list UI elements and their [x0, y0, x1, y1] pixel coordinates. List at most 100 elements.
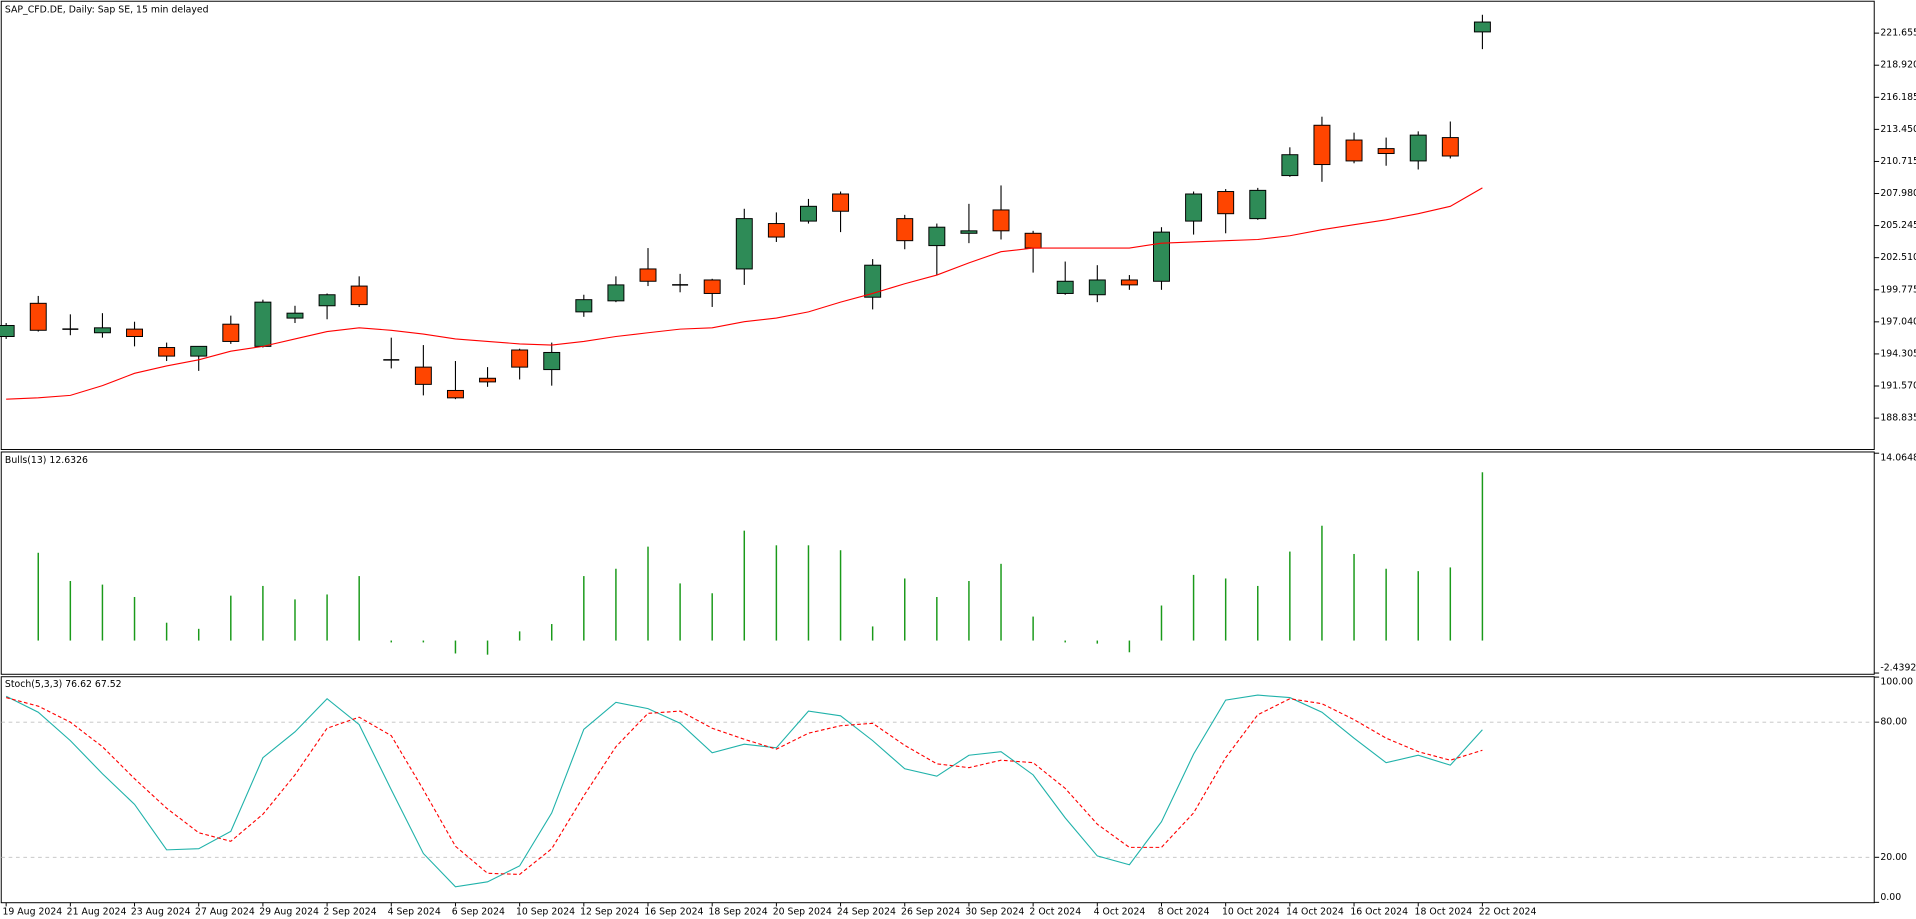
bar	[1064, 640, 1066, 643]
x-tick-label: 8 Oct 2024	[1158, 906, 1210, 917]
candle-body	[1153, 231, 1170, 282]
y-tick-label: 221.655	[1880, 28, 1916, 39]
x-tick-label: 14 Oct 2024	[1286, 906, 1344, 917]
y-tick-label: 188.835	[1880, 413, 1916, 424]
candle-body	[639, 268, 657, 282]
candle-body	[1313, 124, 1331, 166]
candle-body	[126, 328, 144, 337]
panel-title: Stoch(5,3,3) 76.62 67.52	[5, 679, 122, 690]
bar	[1481, 472, 1484, 641]
y-tick-label: 0.00	[1880, 892, 1901, 903]
candle-body	[896, 218, 914, 242]
candle-body	[1377, 148, 1395, 155]
y-tick-label: 216.185	[1880, 92, 1916, 103]
y-tick-label: 80.00	[1880, 717, 1907, 728]
x-tick-label: 29 Aug 2024	[259, 906, 319, 917]
bar	[486, 640, 489, 655]
indicator-line	[6, 187, 1483, 400]
x-tick-label: 10 Oct 2024	[1222, 906, 1280, 917]
candle-body	[479, 377, 497, 383]
x-tick-label: 4 Sep 2024	[388, 906, 441, 917]
candle-body	[222, 323, 240, 342]
y-tick-label: 197.040	[1880, 316, 1916, 327]
bar	[711, 593, 713, 641]
y-tick-label: 202.510	[1880, 252, 1916, 263]
bar	[390, 640, 393, 643]
candle-body	[1473, 21, 1491, 33]
y-tick-label: 213.450	[1880, 124, 1916, 135]
candle-body	[992, 209, 1010, 232]
candle-body	[414, 366, 432, 385]
bar	[550, 624, 553, 641]
x-tick-label: 19 Aug 2024	[2, 906, 62, 917]
bar	[1032, 616, 1034, 641]
bar	[165, 622, 168, 641]
candle-body	[93, 327, 111, 334]
bar	[1000, 563, 1002, 641]
x-tick-label: 2 Sep 2024	[323, 906, 376, 917]
candle-body	[832, 193, 850, 212]
y-tick-label: 210.715	[1880, 156, 1916, 167]
bar	[422, 640, 425, 643]
y-tick-label: 20.00	[1880, 852, 1907, 863]
bar	[454, 640, 457, 654]
y-tick-label: -2.4392	[1880, 663, 1916, 674]
candle-body	[1249, 189, 1267, 220]
candle-body	[254, 301, 272, 347]
x-tick-label: 27 Aug 2024	[195, 906, 255, 917]
bar	[1289, 551, 1291, 641]
bar	[647, 546, 649, 641]
candle-body	[607, 284, 625, 302]
candle-body	[799, 205, 817, 222]
candle-body	[318, 294, 336, 307]
candle-body	[286, 312, 304, 319]
bar	[1096, 640, 1099, 644]
bar	[1321, 525, 1323, 641]
bar	[1257, 585, 1259, 641]
bar	[1160, 605, 1163, 641]
x-tick-label: 2 Oct 2024	[1029, 906, 1081, 917]
y-tick-label: 218.920	[1880, 60, 1916, 71]
x-tick-label: 22 Oct 2024	[1479, 906, 1537, 917]
bar	[358, 576, 360, 641]
y-tick-label: 14.0648	[1880, 453, 1916, 464]
bar	[968, 581, 970, 641]
candle-body	[1088, 279, 1106, 296]
bar	[1449, 567, 1452, 641]
candle-body	[1185, 193, 1203, 222]
candle-body	[703, 279, 721, 294]
candle-body	[1409, 134, 1427, 162]
bar	[839, 550, 842, 641]
bar	[518, 631, 521, 641]
candle-body	[446, 389, 464, 399]
bar	[197, 628, 200, 641]
bar	[936, 596, 938, 641]
y-tick-label: 191.570	[1880, 381, 1916, 392]
candle-body	[190, 345, 208, 357]
x-tick-label: 18 Oct 2024	[1415, 906, 1473, 917]
candle-body	[1024, 232, 1042, 249]
x-tick-label: 26 Sep 2024	[901, 906, 960, 917]
bar	[101, 584, 104, 641]
bar	[904, 578, 906, 641]
bar	[871, 626, 874, 641]
candle-body	[0, 324, 15, 337]
x-tick-label: 24 Sep 2024	[837, 906, 896, 917]
candle-body	[767, 223, 785, 238]
candle-body	[29, 302, 47, 331]
candle-body	[575, 299, 593, 313]
x-tick-label: 16 Oct 2024	[1350, 906, 1408, 917]
candle-body	[1120, 279, 1138, 286]
indicator-line	[5, 694, 1483, 888]
candle-body	[864, 264, 882, 298]
panel-title: Bulls(13) 12.6326	[5, 455, 88, 466]
candle-body	[543, 351, 561, 371]
y-tick-label: 199.775	[1880, 284, 1916, 295]
bar	[743, 530, 746, 641]
bulls-panel	[0, 451, 1875, 675]
bar	[133, 596, 136, 641]
bar	[1353, 553, 1355, 641]
